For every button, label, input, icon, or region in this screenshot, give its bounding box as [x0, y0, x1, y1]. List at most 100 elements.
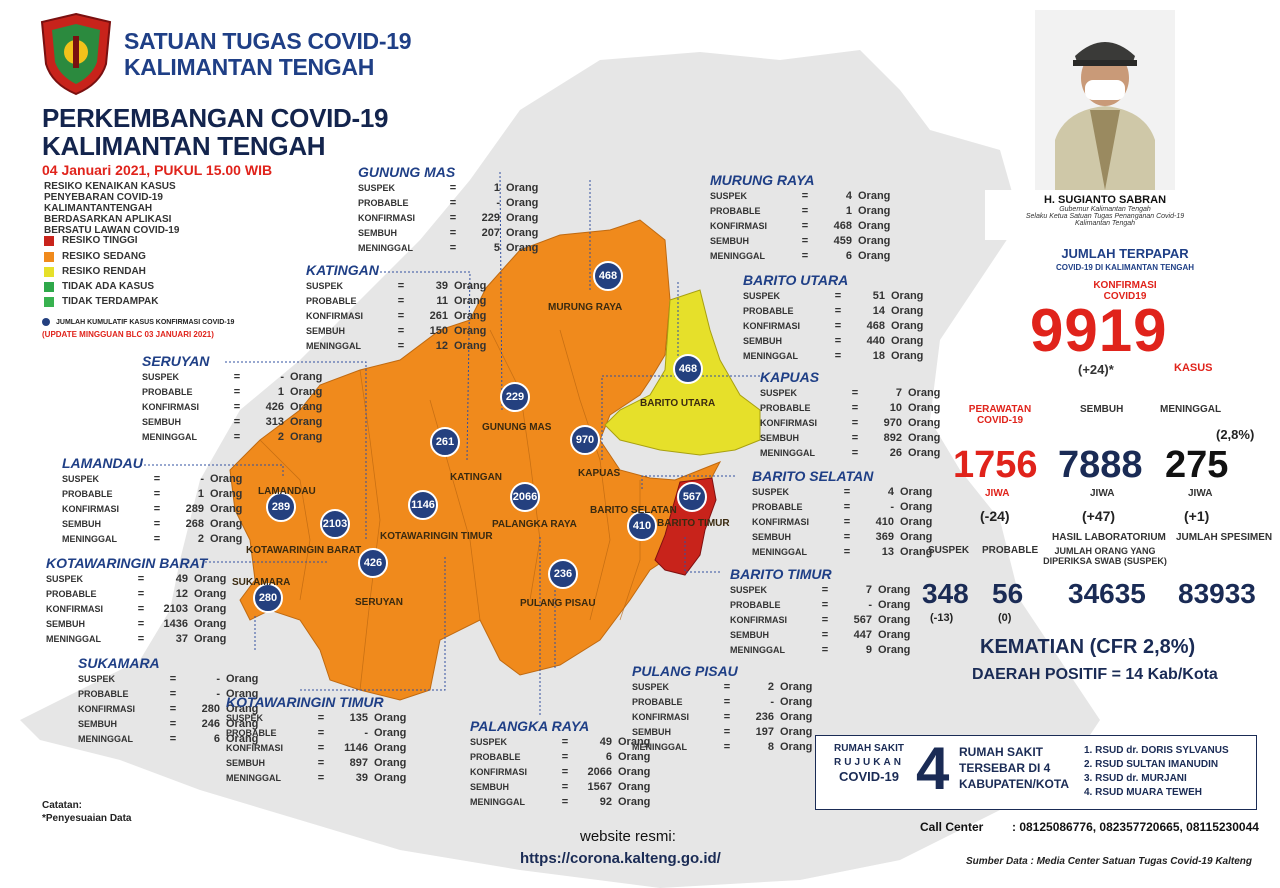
stat-unit: Orang: [618, 751, 651, 763]
stat-key: PROBABLE: [470, 752, 521, 762]
map-dot-kotawaringin-timur[interactable]: 1146: [408, 490, 438, 520]
region-stats-barito-timur: BARITO TIMUR SUSPEK = 7 Orang PROBABLE = - Orang…: [730, 566, 910, 658]
map-dot-barito-utara[interactable]: 468: [673, 354, 703, 384]
stat-eq: =: [843, 486, 851, 498]
stat-unit: Orang: [226, 733, 259, 745]
map-dot-gunung-mas[interactable]: 229: [500, 382, 530, 412]
region-title: BARITO TIMUR: [730, 566, 832, 582]
swatch-icon: [44, 235, 54, 246]
update-note: (UPDATE MINGGUAN BLC 03 JANUARI 2021): [42, 330, 214, 339]
stat-eq: =: [137, 618, 145, 630]
stat-value: -: [200, 473, 204, 485]
stat-value: 280: [201, 703, 220, 715]
stat-row-suspek: SUSPEK = 4 Orang: [710, 189, 890, 204]
stat-value: 18: [872, 350, 885, 362]
governor-role1: Gubernur Kalimantan Tengah: [1059, 206, 1151, 213]
stat-unit: Orang: [506, 197, 539, 209]
map-dot-katingan[interactable]: 261: [430, 427, 460, 457]
map-dot-lamandau[interactable]: 289: [266, 492, 296, 522]
stat-key: SUSPEK: [730, 585, 768, 595]
stat-value: 37: [175, 633, 188, 645]
governor-caption: H. SUGIANTO SABRAN Gubernur Kalimantan T…: [985, 190, 1225, 240]
region-title: SUKAMARA: [78, 655, 160, 671]
stat-value: 4: [887, 486, 894, 498]
stat-key: MENINGGAL: [632, 742, 687, 752]
stat-eq: =: [317, 742, 325, 754]
stat-unit: Orang: [908, 402, 941, 414]
stat-eq: =: [723, 711, 731, 723]
stat-key: KONFIRMASI: [142, 402, 199, 412]
map-dot-sukamara[interactable]: 280: [253, 583, 283, 613]
stat-unit: Orang: [194, 618, 227, 630]
stat-unit: Orang: [290, 386, 323, 398]
stat-row-konfirmasi: KONFIRMASI = 970 Orang: [760, 416, 940, 431]
stat-key: SUSPEK: [46, 574, 84, 584]
map-dot-murung-raya[interactable]: 468: [593, 261, 623, 291]
stat-row-probable: PROBABLE = 14 Orang: [743, 304, 923, 319]
swatch-icon: [44, 251, 54, 262]
map-dot-palangka-raya[interactable]: 2066: [510, 482, 540, 512]
stat-value: 51: [872, 290, 885, 302]
stat-key: SEMBUH: [710, 236, 750, 246]
stat-value: -: [216, 673, 220, 685]
legend-item-high: RESIKO TINGGI: [44, 235, 138, 246]
stat-unit: Orang: [908, 387, 941, 399]
stat-row-meninggal: MENINGGAL = 18 Orang: [743, 349, 923, 364]
website-link[interactable]: https://corona.kalteng.go.id/: [520, 850, 721, 867]
stat-eq: =: [449, 242, 457, 254]
stat-row-konfirmasi: KONFIRMASI = 567 Orang: [730, 613, 910, 628]
governor-photo: [1035, 10, 1175, 190]
stat-value: 2: [767, 681, 774, 693]
stat-eq: =: [153, 533, 161, 545]
region-stats-kapuas: KAPUAS SUSPEK = 7 Orang PROBABLE = 10 Orang KONFI…: [760, 369, 940, 461]
stat-value: 246: [201, 718, 220, 730]
map-label-murung-raya: MURUNG RAYA: [548, 302, 623, 313]
stat-value: -: [280, 371, 284, 383]
stat-value: 14: [872, 305, 885, 317]
map-dot-kapuas[interactable]: 970: [570, 425, 600, 455]
region-stats-pulang-pisau: PULANG PISAU SUSPEK = 2 Orang PROBABLE = - Orang…: [632, 663, 812, 755]
map-dot-pulang-pisau[interactable]: 236: [548, 559, 578, 589]
stat-value: -: [770, 696, 774, 708]
stat-key: KONFIRMASI: [226, 743, 283, 753]
connector-lines: [140, 171, 760, 715]
org-line1: SATUAN TUGAS COVID-19: [124, 28, 412, 54]
dot-icon: [42, 318, 50, 326]
stat-key: SEMBUH: [752, 532, 792, 542]
daerah-positif: DAERAH POSITIF = 14 Kab/Kota: [972, 666, 1218, 683]
data-source: Sumber Data : Media Center Satuan Tugas …: [966, 856, 1252, 867]
stat-row-meninggal: MENINGGAL = 2 Orang: [62, 532, 242, 547]
stat-key: PROBABLE: [743, 306, 794, 316]
stat-key: PROBABLE: [730, 600, 781, 610]
map-dot-seruyan[interactable]: 426: [358, 548, 388, 578]
suspek-label: SUSPEK: [928, 545, 970, 556]
map-dot-kotawaringin-barat[interactable]: 2103: [320, 509, 350, 539]
map-label-sukamara: SUKAMARA: [232, 577, 291, 588]
stat-row-sembuh: SEMBUH = 892 Orang: [760, 431, 940, 446]
stat-key: MENINGGAL: [142, 432, 197, 442]
stat-key: SUSPEK: [306, 281, 344, 291]
stat-row-konfirmasi: KONFIRMASI = 280 Orang: [78, 702, 258, 717]
region-stats-kotawaringin-barat: KOTAWARINGIN BARAT SUSPEK = 49 Orang PROBABLE…: [46, 555, 226, 647]
stat-value: 135: [349, 712, 368, 724]
stat-key: SUSPEK: [632, 682, 670, 692]
stat-value: 9: [865, 644, 872, 656]
call-center-numbers: : 08125086776, 082357720665, 08115230044: [1012, 820, 1259, 834]
hospital-label: RUMAH SAKIT RUJUKAN COVID-19: [834, 743, 904, 784]
stat-unit: Orang: [780, 681, 813, 693]
map-dot-barito-timur[interactable]: 567: [677, 482, 707, 512]
map-label-barito-selatan: BARITO SELATAN: [590, 505, 677, 516]
stat-key: MENINGGAL: [62, 534, 117, 544]
stat-key: SEMBUH: [78, 719, 118, 729]
stat-value: -: [868, 599, 872, 611]
stat-eq: =: [449, 212, 457, 224]
stat-row-meninggal: MENINGGAL = 5 Orang: [358, 241, 538, 256]
probable-delta: (0): [998, 612, 1012, 624]
stat-eq: =: [843, 501, 851, 513]
map-dot-barito-selatan[interactable]: 410: [627, 511, 657, 541]
org-line2: KALIMANTAN TENGAH: [124, 54, 375, 80]
stat-row-sembuh: SEMBUH = 313 Orang: [142, 415, 322, 430]
region-stats-seruyan: SERUYAN SUSPEK = - Orang PROBABLE = 1 Orang KONFI…: [142, 353, 322, 445]
stat-key: SEMBUH: [760, 433, 800, 443]
stat-eq: =: [723, 741, 731, 753]
